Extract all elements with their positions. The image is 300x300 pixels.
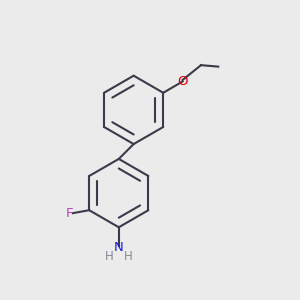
Text: O: O	[177, 75, 188, 88]
Text: F: F	[66, 207, 74, 220]
Text: N: N	[114, 241, 124, 254]
Text: H: H	[105, 250, 113, 263]
Text: H: H	[124, 250, 133, 263]
